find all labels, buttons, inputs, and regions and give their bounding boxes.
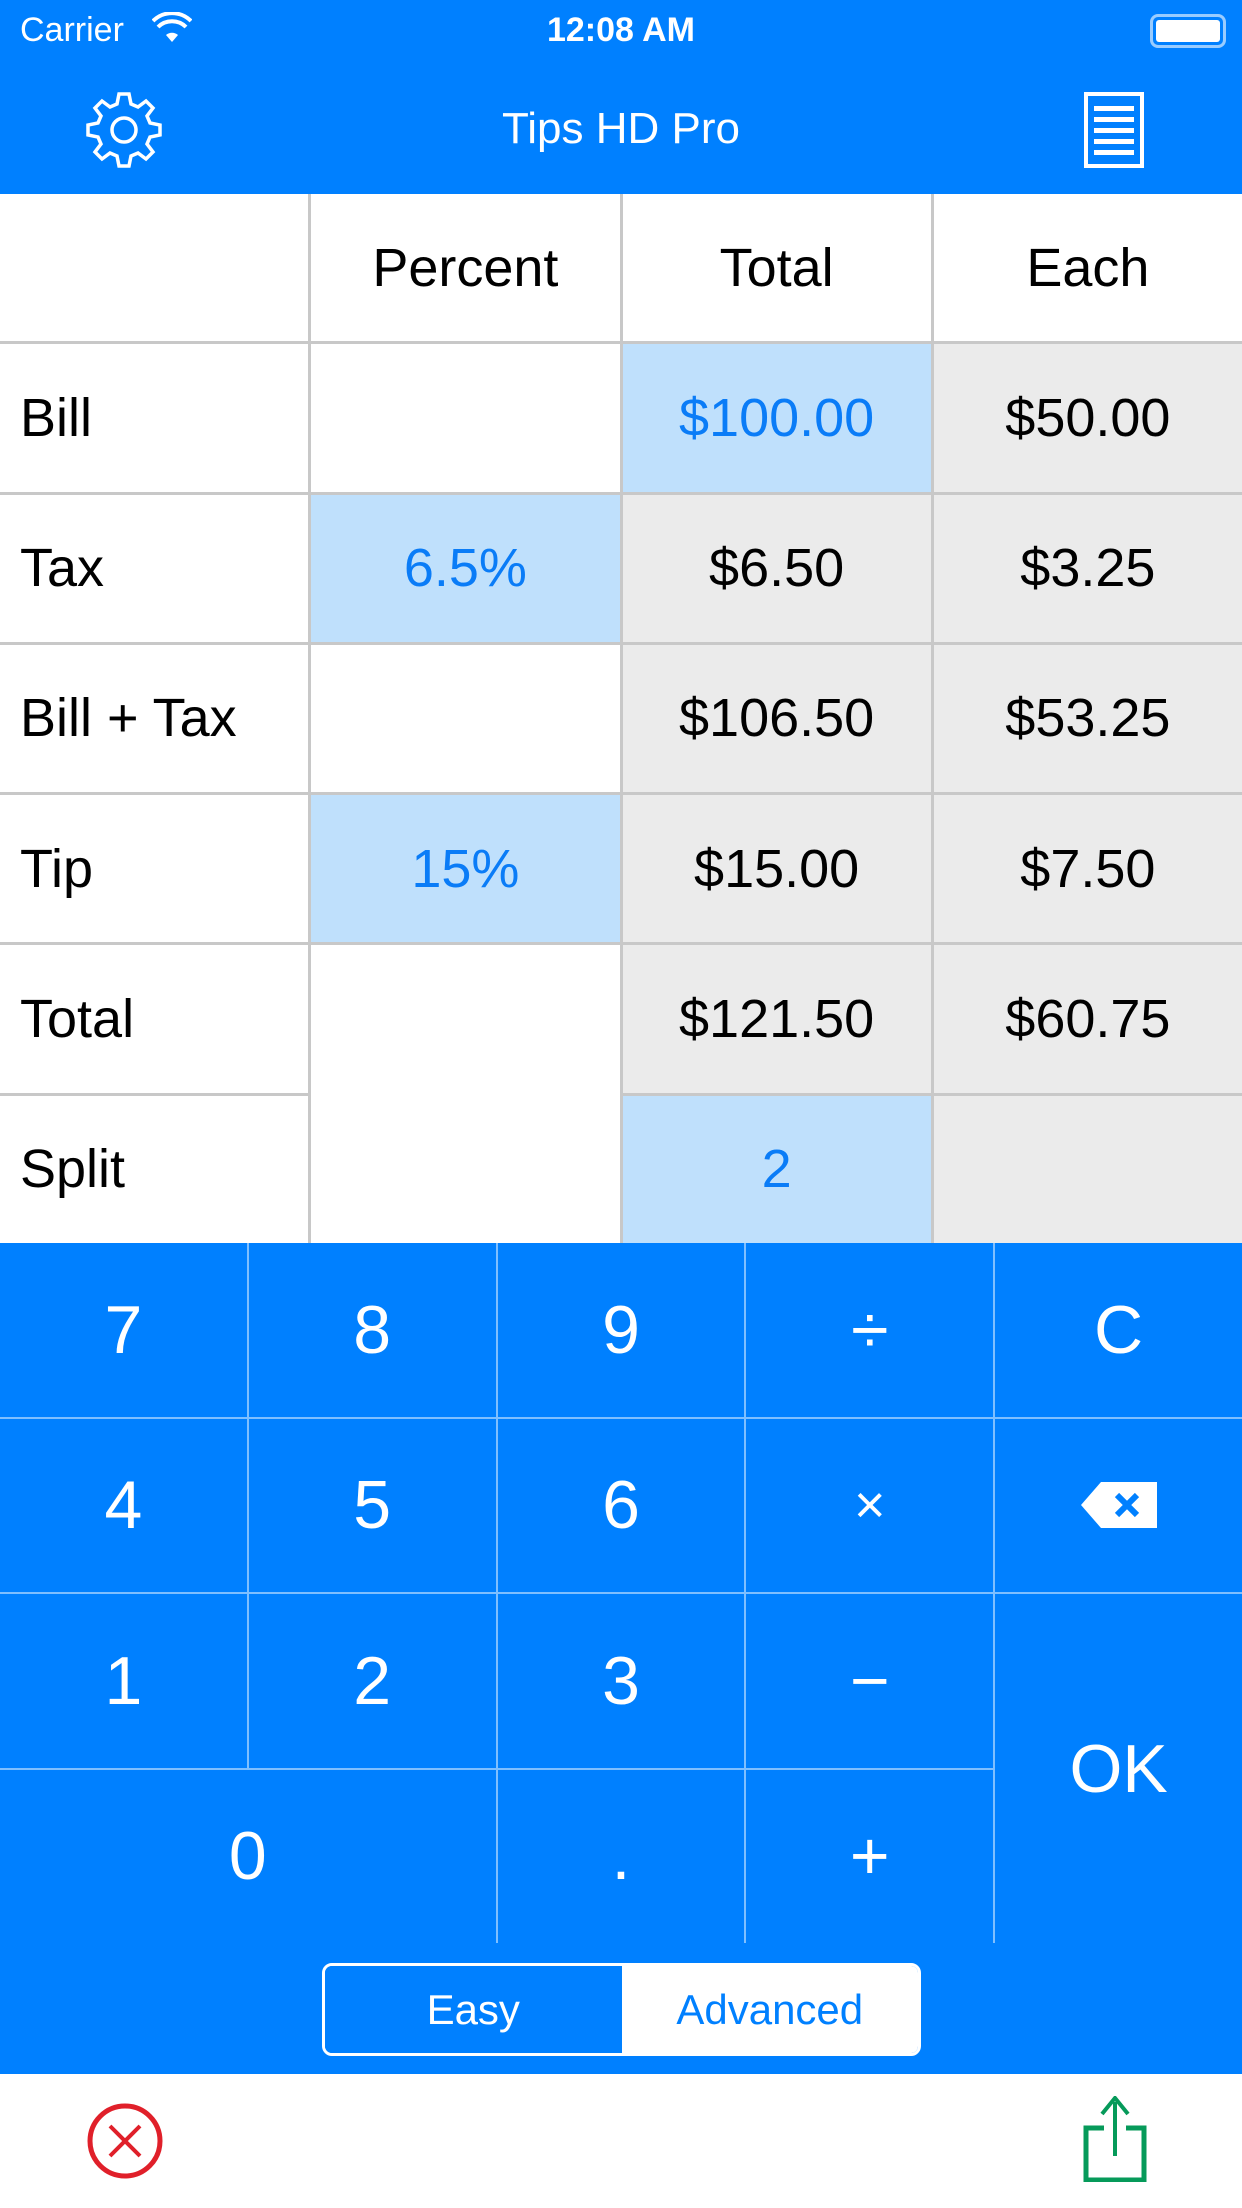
key-6[interactable]: 6 [497, 1418, 745, 1592]
row-label-split: Split [0, 1095, 309, 1243]
bill-percent [311, 344, 620, 492]
key-multiply[interactable]: × [746, 1418, 994, 1592]
wifi-icon [152, 12, 192, 42]
key-ok[interactable]: OK [995, 1594, 1242, 1943]
row-label-bill-tax: Bill + Tax [0, 644, 309, 793]
backspace-icon [1080, 1482, 1157, 1529]
cancel-icon[interactable] [86, 2102, 164, 2180]
key-0[interactable]: 0 [0, 1769, 496, 1943]
split-each [933, 1095, 1242, 1243]
grand-total-each: $60.75 [933, 945, 1242, 1093]
header-each: Each [933, 194, 1242, 342]
tax-each: $3.25 [933, 494, 1242, 642]
gear-icon[interactable] [84, 90, 164, 170]
key-7[interactable]: 7 [0, 1243, 247, 1417]
share-icon[interactable] [1082, 2096, 1148, 2182]
bill-tax-percent [311, 644, 620, 793]
header-total: Total [622, 194, 931, 342]
key-1[interactable]: 1 [0, 1594, 247, 1768]
key-4[interactable]: 4 [0, 1418, 247, 1592]
mode-bar: Easy Advanced [0, 1943, 1242, 2074]
mode-easy[interactable]: Easy [325, 1966, 622, 2053]
key-minus[interactable]: − [746, 1594, 994, 1768]
bill-each: $50.00 [933, 344, 1242, 492]
key-2[interactable]: 2 [248, 1594, 496, 1768]
tip-percent-input[interactable]: 15% [311, 795, 620, 943]
app-title: Tips HD Pro [502, 104, 740, 153]
tip-each: $7.50 [933, 795, 1242, 943]
tip-total: $15.00 [622, 795, 931, 943]
key-9[interactable]: 9 [497, 1243, 745, 1417]
nav-bar: Tips HD Pro [0, 62, 1242, 194]
key-backspace[interactable] [995, 1418, 1242, 1592]
clock: 12:08 AM [546, 11, 696, 49]
carrier-label: Carrier [20, 11, 124, 49]
bill-tax-each: $53.25 [933, 644, 1242, 793]
tax-total: $6.50 [622, 494, 931, 642]
row-label-total: Total [0, 945, 309, 1093]
keypad: 7 8 9 ÷ C 4 5 6 × 1 2 3 − OK 0 . + [0, 1243, 1242, 1943]
list-icon[interactable] [1084, 92, 1144, 168]
row-label-tax: Tax [0, 494, 309, 642]
battery-icon [1150, 14, 1226, 48]
key-5[interactable]: 5 [248, 1418, 496, 1592]
key-8[interactable]: 8 [248, 1243, 496, 1417]
mode-advanced[interactable]: Advanced [621, 1966, 918, 2053]
mode-segmented-control: Easy Advanced [322, 1963, 921, 2056]
header-empty [0, 194, 309, 342]
tax-percent-input[interactable]: 6.5% [311, 494, 620, 642]
key-divide[interactable]: ÷ [746, 1243, 994, 1417]
key-3[interactable]: 3 [497, 1594, 745, 1768]
key-plus[interactable]: + [746, 1769, 994, 1943]
tip-table: Percent Total Each Bill $100.00 $50.00 T… [0, 194, 1242, 1243]
row-label-bill: Bill [0, 344, 309, 492]
split-input[interactable]: 2 [622, 1095, 931, 1243]
bill-tax-total: $106.50 [622, 644, 931, 793]
grand-total: $121.50 [622, 945, 931, 1093]
key-clear[interactable]: C [995, 1243, 1242, 1417]
bill-total-input[interactable]: $100.00 [622, 344, 931, 492]
header-percent: Percent [311, 194, 620, 342]
status-bar: Carrier 12:08 AM [0, 0, 1242, 62]
row-label-tip: Tip [0, 795, 309, 943]
total-split-percent [311, 945, 620, 1243]
key-dot[interactable]: . [497, 1769, 745, 1943]
